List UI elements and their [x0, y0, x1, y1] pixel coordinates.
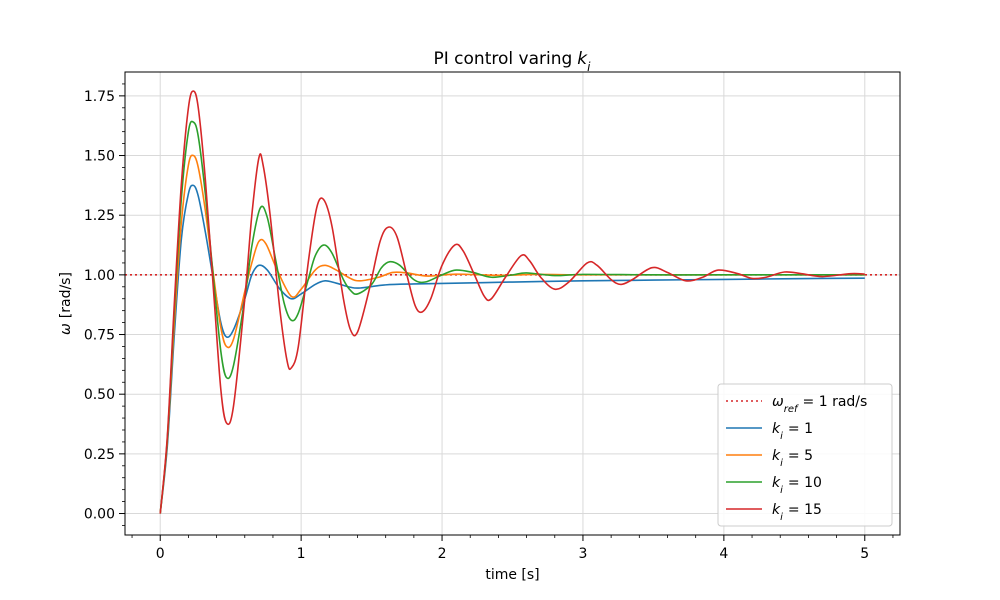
chart-title-subscript: i [587, 60, 591, 74]
x-tick-label: 0 [156, 546, 165, 562]
series-line-ki-0 [159, 184, 865, 514]
y-axis-label: ω [rad/s] [58, 272, 74, 335]
chart-title-text: PI control varing [434, 49, 573, 69]
legend-label: ki = 15 [772, 502, 822, 523]
y-tick-label: 1.75 [84, 89, 115, 105]
y-axis-label-unit: [rad/s] [58, 272, 74, 318]
legend-label: ki = 5 [772, 448, 813, 469]
chart-title: PI control varing ki [434, 49, 592, 74]
legend-series-entries: ki = 1 ki = 5 ki = 10 ki = 15 [726, 421, 822, 523]
x-axis: 0 1 2 3 4 5 [131, 535, 894, 562]
x-tick-label: 2 [438, 546, 447, 562]
y-tick-label: 1.00 [84, 268, 115, 284]
chart-title-symbol: k [577, 49, 588, 69]
y-axis-label-symbol: ω [58, 323, 74, 335]
x-tick-label: 1 [297, 546, 306, 562]
legend-label: ki = 10 [772, 475, 822, 496]
series-layer [159, 90, 865, 514]
y-axis: 0.00 0.25 0.50 0.75 1.00 1.25 1.50 1.75 [84, 83, 125, 526]
series-line-ki-3 [159, 90, 865, 514]
series-line-ki-2 [159, 120, 865, 514]
y-tick-label: 1.25 [84, 208, 115, 224]
legend-entry-1: ki = 5 [726, 448, 813, 469]
y-tick-label: 0.25 [84, 447, 115, 463]
legend-entry-0: ki = 1 [726, 421, 813, 442]
x-axis-label: time [s] [485, 567, 539, 583]
legend-entry-2: ki = 10 [726, 475, 822, 496]
x-tick-label: 3 [578, 546, 587, 562]
legend-entry-reference: ωref = 1 rad/s [726, 394, 867, 415]
plot-area-frame [124, 71, 901, 536]
legend: ωref = 1 rad/s ki = 1 ki = 5 ki = 10 ki = 15 [717, 383, 893, 527]
y-tick-label: 0.50 [84, 387, 115, 403]
x-tick-label: 4 [719, 546, 728, 562]
legend-reference-label: ωref = 1 rad/s [772, 394, 867, 415]
legend-box [717, 383, 893, 527]
x-tick-label: 5 [860, 546, 869, 562]
series-line-ki-1 [159, 154, 865, 514]
y-tick-label: 1.50 [84, 149, 115, 165]
y-tick-label: 0.75 [84, 328, 115, 344]
legend-entry-3: ki = 15 [726, 502, 822, 523]
legend-label: ki = 1 [772, 421, 813, 442]
y-tick-label: 0.00 [84, 507, 115, 523]
